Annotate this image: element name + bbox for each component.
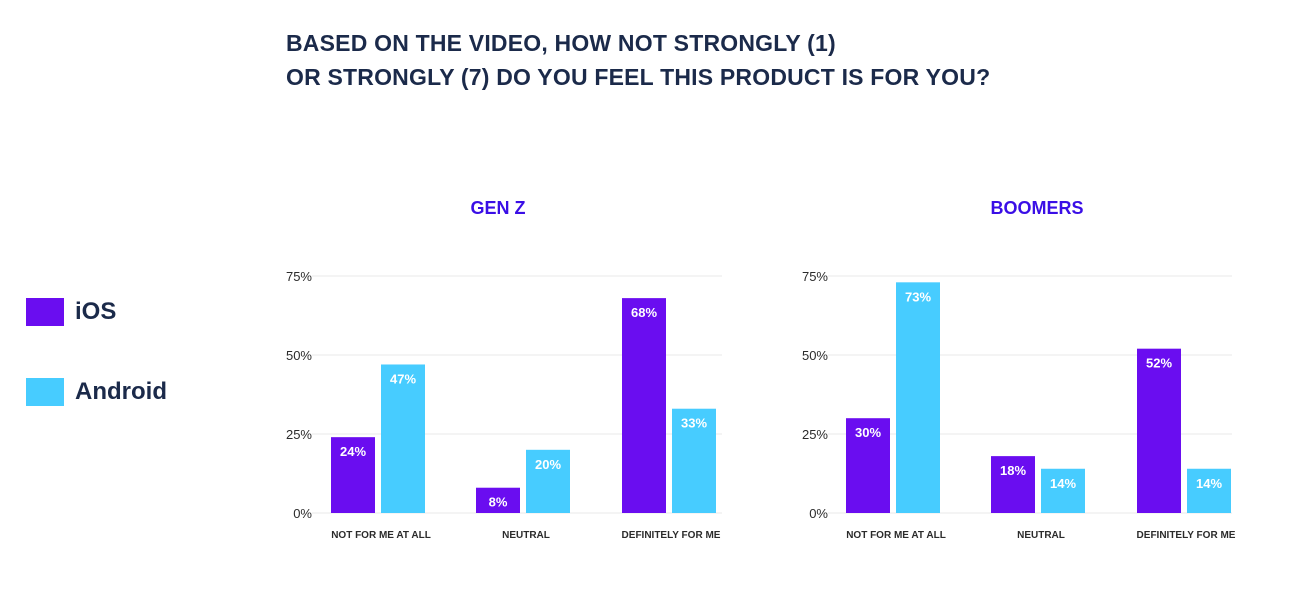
bar-value-label: 52% [1146,356,1172,371]
y-tick-label: 50% [802,348,828,363]
y-tick-label: 25% [802,427,828,442]
bar-ios [476,487,520,513]
bar-value-label: 30% [855,425,881,440]
bar-value-label: 73% [905,289,931,304]
y-tick-label: 50% [286,348,312,363]
bar-android [896,282,940,513]
x-category-label: NOT FOR ME AT ALL [331,530,431,541]
panel-title: BOOMERS [990,198,1083,218]
bar-ios [1137,348,1181,513]
legend-item-ios: iOS [26,298,116,326]
bar-value-label: 20% [535,457,561,472]
bar-android [381,364,425,513]
bar-value-label: 14% [1050,476,1076,491]
bar-value-label: 8% [489,495,508,510]
bar-ios [991,456,1035,513]
x-category-label: NOT FOR ME AT ALL [846,530,946,541]
chart-title: BASED ON THE VIDEO, HOW NOT STRONGLY (1)… [286,26,990,94]
bar-ios [622,298,666,513]
bar-value-label: 24% [340,444,366,459]
bar-android [1041,468,1085,513]
chart-panel-boomers: BOOMERS 0% 25% 50% 75% 30% 73% NOT FOR ME AT AL… [802,198,1236,541]
bar-value-label: 14% [1196,476,1222,491]
legend-label-android: Android [75,378,167,405]
bar-android [1187,468,1231,513]
bar-value-label: 18% [1000,463,1026,478]
x-category-label: DEFINITELY FOR ME [622,530,721,541]
chart-title-line-2: OR STRONGLY (7) DO YOU FEEL THIS PRODUCT… [286,64,991,90]
legend-label-ios: iOS [75,298,117,325]
bar-value-label: 68% [631,305,657,320]
y-tick-label: 75% [802,269,828,284]
y-tick-label: 0% [293,506,312,521]
bar-value-label: 47% [390,371,416,386]
x-category-label: NEUTRAL [502,530,550,541]
y-tick-label: 75% [286,269,312,284]
panel-title: GEN Z [470,198,525,218]
x-category-label: DEFINITELY FOR ME [1137,530,1236,541]
bar-android [526,449,570,513]
bar-android [672,408,716,513]
bar-ios [331,437,375,513]
legend-swatch-ios [26,298,64,326]
y-tick-label: 25% [286,427,312,442]
x-category-label: NEUTRAL [1017,530,1065,541]
legend-item-android: Android [26,378,167,406]
bar-value-label: 33% [681,416,707,431]
y-tick-label: 0% [809,506,828,521]
chart-panel-gen-z: GEN Z 0% 25% 50% 75% 24% 47% NOT FOR ME AT ALL 8… [286,198,722,541]
chart-title-line-1: BASED ON THE VIDEO, HOW NOT STRONGLY (1) [286,30,836,56]
bar-ios [846,418,890,513]
legend-swatch-android [26,378,64,406]
